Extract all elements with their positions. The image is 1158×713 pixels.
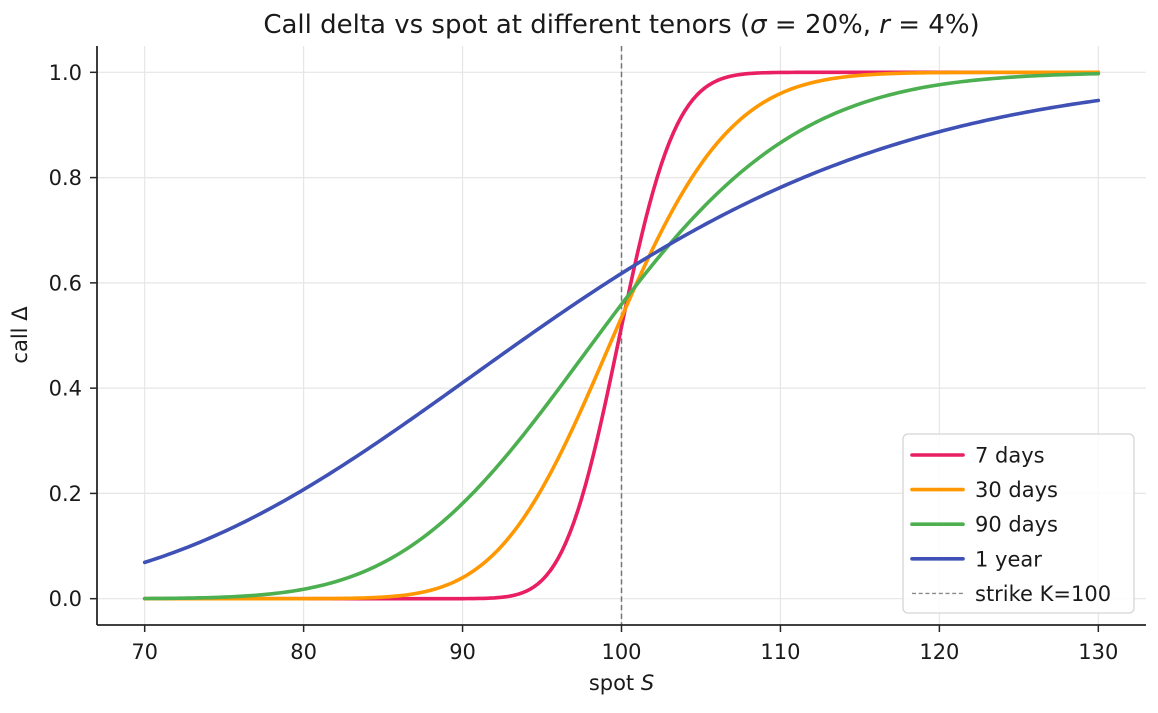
legend-label-2: 90 days	[975, 513, 1058, 537]
legend-label-1: 30 days	[975, 478, 1058, 502]
curve-90-days	[142, 71, 1101, 601]
x-tick-label-0: 70	[131, 640, 158, 664]
x-axis-label: spot S	[589, 671, 654, 695]
y-tick-label-5: 1.0	[49, 61, 82, 85]
legend-label-4: strike K=100	[975, 582, 1111, 606]
y-axis-label: call Δ	[8, 306, 32, 364]
x-tick-label-2: 90	[449, 640, 476, 664]
y-tick-label-3: 0.6	[49, 271, 82, 295]
x-tick-label-6: 130	[1078, 640, 1118, 664]
curve-1-year	[142, 98, 1101, 565]
x-tick-label-1: 80	[290, 640, 317, 664]
y-tick-label-4: 0.8	[49, 166, 82, 190]
y-tick-label-1: 0.2	[49, 482, 82, 506]
x-tick-label-4: 110	[760, 640, 800, 664]
curve-30-days	[142, 70, 1101, 601]
chart-title: Call delta vs spot at different tenors (…	[263, 10, 979, 40]
y-tick-label-0: 0.0	[49, 587, 82, 611]
legend-box	[902, 433, 1135, 614]
x-tick-label-3: 100	[601, 640, 641, 664]
legend-label-0: 7 days	[975, 444, 1045, 468]
legend-label-3: 1 year	[975, 547, 1042, 571]
y-tick-label-2: 0.4	[49, 377, 82, 401]
x-tick-label-5: 120	[919, 640, 959, 664]
